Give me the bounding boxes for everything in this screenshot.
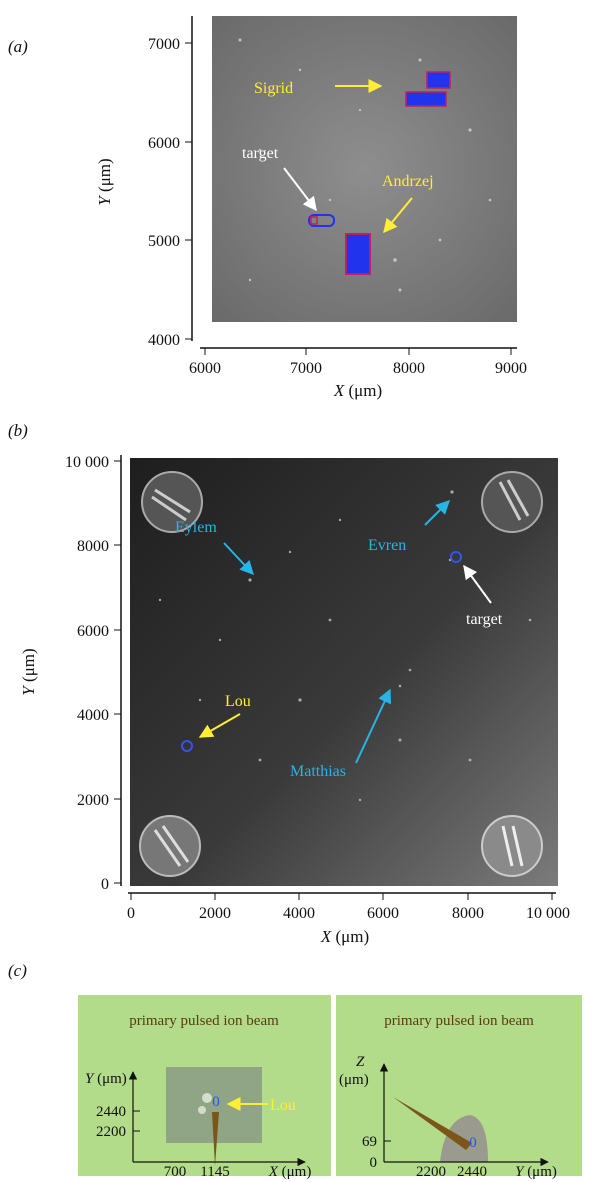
panel-c: (c) primary pulsed ion beam Y (μm) 2440 …: [8, 961, 582, 1180]
c-left-y-title: Y (μm): [85, 1071, 127, 1087]
b-ytick-4000: 4000: [77, 707, 109, 724]
screw-icons: [139, 471, 543, 877]
c-right-ztick-69: 69: [362, 1134, 377, 1150]
panel-b-x-ticks: 0 2000 4000 6000 8000 10 000: [127, 893, 570, 922]
panel-a-x-title: X (μm): [333, 381, 382, 400]
b-ytick-2000: 2000: [77, 792, 109, 809]
b-xtick-2000: 2000: [199, 905, 231, 922]
panel-a-label: (a): [8, 37, 28, 56]
panel-a-speckles: [238, 38, 492, 292]
panel-b-y-ticks: 10 000 8000 6000 4000 2000 0: [65, 454, 121, 893]
arrow-matthias: [355, 688, 392, 764]
arrow-eylem: [223, 542, 254, 576]
panel-a: (a) Sigrid target Andrzej: [8, 16, 527, 400]
arrow-target-b: [463, 564, 492, 604]
panel-a-x-ticks: 6000 7000 8000 9000: [189, 348, 527, 377]
c-right-z-var: Z: [356, 1054, 365, 1070]
annot-lou-b: Lou: [225, 693, 251, 710]
panel-b-speckles: [158, 490, 532, 802]
annot-evren: Evren: [368, 537, 406, 554]
a-xtick-7000: 7000: [290, 360, 322, 377]
screw-icon: [141, 471, 203, 533]
panel-a-y-title: Y (μm): [95, 158, 114, 205]
annot-sigrid: Sigrid: [254, 80, 293, 97]
c-left-title: primary pulsed ion beam: [129, 1013, 279, 1029]
a-xtick-6000: 6000: [189, 360, 221, 377]
screw-icon: [481, 471, 543, 533]
annot-andrzej: Andrzej: [382, 173, 434, 190]
arrow-lou-b: [198, 713, 241, 738]
c-right-beam: [393, 1097, 472, 1150]
track-target-a: [308, 214, 335, 227]
b-xtick-8000: 8000: [452, 905, 484, 922]
c-left-beam: [212, 1112, 219, 1166]
panel-b-y-title: Y (μm): [19, 648, 38, 695]
c-left-xtick-700: 700: [164, 1164, 187, 1180]
b-xtick-0: 0: [127, 905, 135, 922]
b-ytick-8000: 8000: [77, 538, 109, 555]
b-xtick-6000: 6000: [367, 905, 399, 922]
panel-b-image: [130, 458, 558, 886]
a-xtick-8000: 8000: [393, 360, 425, 377]
panel-c-label: (c): [8, 961, 27, 980]
a-ytick-7000: 7000: [148, 36, 180, 53]
b-ytick-10000: 10 000: [65, 454, 109, 471]
b-xtick-10000: 10 000: [526, 905, 570, 922]
c-right-x-title: Y (μm): [515, 1164, 557, 1180]
c-left-annot-lou: Lou: [270, 1097, 296, 1114]
screw-icon: [481, 815, 543, 877]
panel-a-image: [212, 16, 517, 322]
panel-c-right: primary pulsed ion beam Z (μm) 69 0 2200…: [336, 995, 582, 1180]
a-ytick-6000: 6000: [148, 135, 180, 152]
panel-b-x-title: X (μm): [320, 927, 369, 946]
c-right-xtick-2440: 2440: [457, 1164, 487, 1180]
lou-marker-b: [181, 740, 193, 752]
c-left-ytick-2200: 2200: [96, 1124, 126, 1140]
track-sigrid: [405, 71, 451, 107]
track-andrzej: [345, 233, 371, 275]
c-left-particle: [202, 1093, 212, 1103]
b-ytick-6000: 6000: [77, 623, 109, 640]
c-right-ztick-0: 0: [370, 1155, 378, 1171]
annot-target-b: target: [466, 611, 503, 628]
c-right-marker: 0: [469, 1135, 477, 1151]
annot-eylem: Eylem: [175, 519, 217, 536]
c-left-xtick-1145: 1145: [200, 1164, 229, 1180]
c-left-marker: 0: [212, 1094, 220, 1110]
screw-icon: [139, 815, 201, 877]
panel-b-label: (b): [8, 421, 28, 440]
b-xtick-4000: 4000: [283, 905, 315, 922]
panel-c-left: primary pulsed ion beam Y (μm) 2440 2200…: [78, 995, 331, 1180]
c-left-ytick-2440: 2440: [96, 1104, 126, 1120]
arrow-evren: [424, 500, 450, 526]
c-left-particle: [198, 1106, 206, 1114]
c-right-z-unit: (μm): [339, 1072, 369, 1088]
a-ytick-5000: 5000: [148, 233, 180, 250]
annot-target-a: target: [242, 145, 279, 162]
annot-matthias: Matthias: [290, 763, 346, 780]
panel-a-y-ticks: 7000 6000 5000 4000: [148, 36, 192, 349]
c-left-x-title: X (μm): [268, 1164, 312, 1180]
arrow-andrzej: [383, 197, 413, 234]
c-right-xtick-2200: 2200: [416, 1164, 446, 1180]
b-ytick-0: 0: [101, 876, 109, 893]
c-right-title: primary pulsed ion beam: [384, 1013, 534, 1029]
panel-b: (b): [8, 421, 570, 946]
target-marker-b: [450, 551, 462, 563]
a-ytick-4000: 4000: [148, 332, 180, 349]
arrow-target-a: [283, 167, 317, 212]
a-xtick-9000: 9000: [495, 360, 527, 377]
